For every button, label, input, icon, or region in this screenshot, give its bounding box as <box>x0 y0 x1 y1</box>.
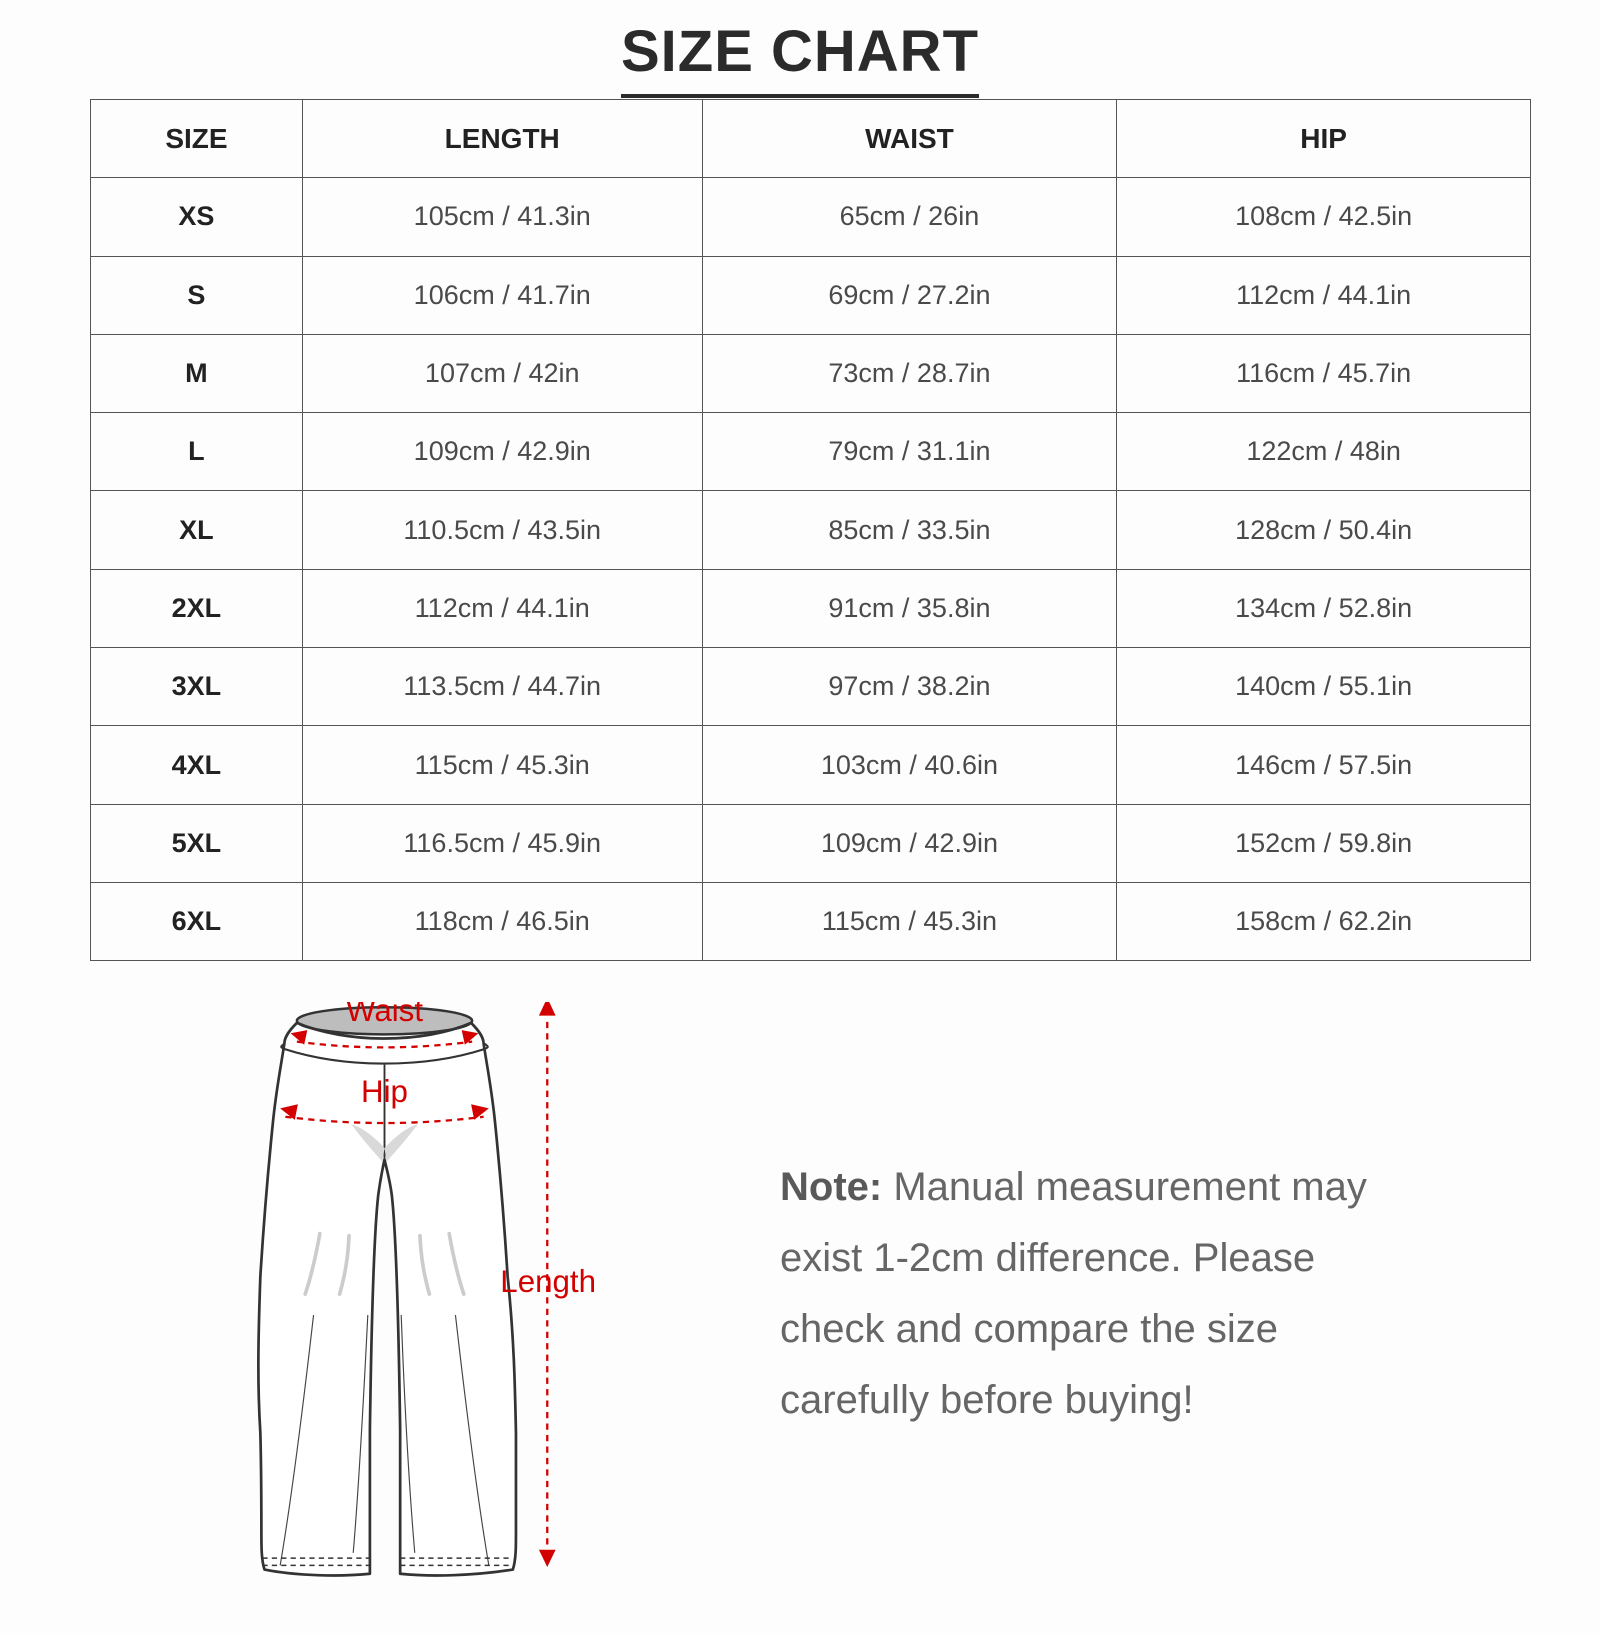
svg-text:Hip: Hip <box>361 1074 408 1109</box>
svg-text:Length: Length <box>500 1264 596 1299</box>
svg-text:Waist: Waist <box>346 1002 423 1028</box>
